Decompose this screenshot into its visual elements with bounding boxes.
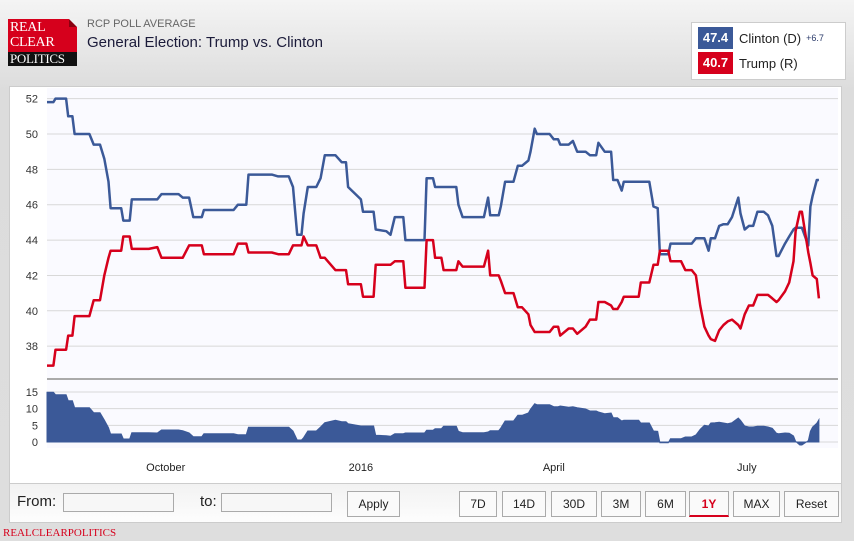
- range-14d-button[interactable]: 14D: [502, 491, 546, 517]
- y-tick-label: 38: [26, 341, 38, 353]
- apply-button[interactable]: Apply: [347, 491, 400, 517]
- x-tick-label: 2016: [349, 462, 373, 474]
- x-tick-label: October: [146, 462, 185, 474]
- y-tick-label: 52: [26, 94, 38, 106]
- spread-y-tick-label: 10: [26, 404, 38, 416]
- range-3m-button[interactable]: 3M: [601, 491, 641, 517]
- from-date-input[interactable]: [63, 493, 174, 512]
- trump-value-badge: 40.7: [698, 52, 733, 74]
- main-plot-bg: [47, 88, 838, 378]
- logo-text-politics: POLITICS: [10, 51, 65, 66]
- range-max-button[interactable]: MAX: [733, 491, 780, 517]
- y-tick-label: 40: [26, 306, 38, 318]
- to-date-input[interactable]: [221, 493, 332, 512]
- from-label: From:: [17, 493, 57, 510]
- clinton-value-badge: 47.4: [698, 27, 733, 49]
- trump-line: [47, 210, 821, 367]
- y-tick-label: 44: [26, 235, 38, 247]
- range-7d-button[interactable]: 7D: [459, 491, 497, 517]
- y-tick-label: 42: [26, 270, 38, 282]
- footer-brand: REALCLEARPOLITICS: [3, 527, 117, 539]
- spread-y-tick-label: 5: [32, 420, 38, 432]
- range-1y-button[interactable]: 1Y: [689, 491, 729, 517]
- chart-subtitle: RCP POLL AVERAGE: [87, 18, 196, 30]
- spread-y-tick-label: 15: [26, 387, 38, 399]
- rcp-logo: REAL CLEAR POLITICS: [8, 19, 77, 66]
- reset-button[interactable]: Reset: [784, 491, 839, 517]
- to-label: to:: [200, 493, 217, 510]
- y-tick-label: 48: [26, 164, 38, 176]
- clinton-spread: +6.7: [806, 33, 824, 43]
- legend-item-trump: 40.7 Trump (R): [698, 52, 798, 74]
- legend: 47.4 Clinton (D) +6.7 40.7 Trump (R): [691, 22, 846, 80]
- logo-text-clear: CLEAR: [10, 35, 55, 50]
- spread-area: [46, 391, 820, 446]
- spread-y-tick-label: 0: [32, 437, 38, 449]
- y-tick-label: 46: [26, 200, 38, 212]
- clinton-label: Clinton (D): [739, 30, 802, 46]
- logo-text-real: REAL: [10, 20, 46, 35]
- clinton-line: [47, 97, 819, 258]
- chart-title: General Election: Trump vs. Clinton: [87, 34, 323, 51]
- range-6m-button[interactable]: 6M: [645, 491, 686, 517]
- y-tick-label: 50: [26, 129, 38, 141]
- range-30d-button[interactable]: 30D: [551, 491, 597, 517]
- x-tick-label: July: [737, 462, 757, 474]
- legend-item-clinton: 47.4 Clinton (D) +6.7: [698, 27, 824, 49]
- x-tick-label: April: [543, 462, 565, 474]
- trump-label: Trump (R): [739, 55, 798, 71]
